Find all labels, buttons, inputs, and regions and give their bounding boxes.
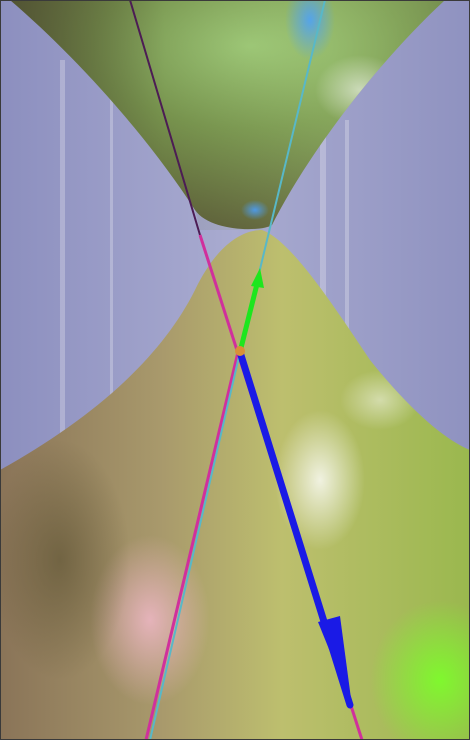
cyan-ruling-line-lower <box>149 351 241 740</box>
blue-vector-arrow <box>236 348 354 709</box>
green-vector-arrow <box>237 268 264 355</box>
purple-ruling-line <box>129 0 201 236</box>
hyperboloid-lower-sheet <box>0 230 470 740</box>
wall-streaks <box>60 60 349 460</box>
intersection-point <box>235 346 245 356</box>
magenta-ruling-line-lower <box>144 351 240 740</box>
